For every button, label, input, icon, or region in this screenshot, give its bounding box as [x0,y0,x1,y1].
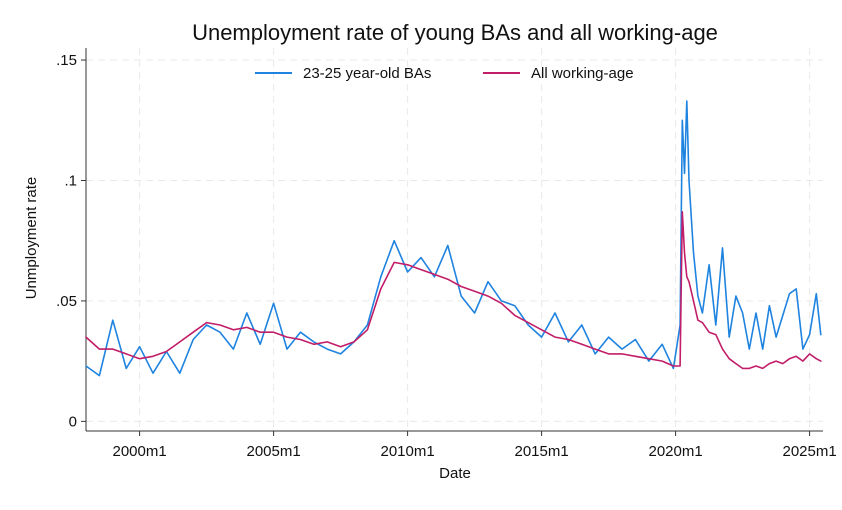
x-tick-label: 2005m1 [246,443,300,460]
legend-label-all-working-age: All working-age [531,65,634,82]
x-ticks: 2000m1 2005m1 2010m1 2015m1 2020m1 2025m1 [112,431,837,460]
x-tick-label: 2000m1 [112,443,166,460]
y-ticks: 0 .05 .1 .15 [56,52,86,430]
y-tick-label: 0 [69,413,77,430]
legend-label-young-bas: 23-25 year-old BAs [303,65,431,82]
y-axis-title: Unmployment rate [23,177,40,300]
series-line-young-bas [85,100,822,377]
y-tick-label: .15 [56,52,77,69]
grid-layer [86,48,823,431]
x-tick-label: 2010m1 [380,443,434,460]
x-tick-label: 2025m1 [782,443,836,460]
chart-title: Unemployment rate of young BAs and all w… [192,20,718,45]
legend: 23-25 year-old BAs All working-age [255,65,634,82]
x-axis-title: Date [439,465,471,482]
y-tick-label: .1 [64,172,77,189]
x-tick-label: 2020m1 [648,443,702,460]
series-layer [85,100,822,377]
x-tick-label: 2015m1 [514,443,568,460]
y-tick-label: .05 [56,293,77,310]
series-line-all-working-age [85,211,822,370]
